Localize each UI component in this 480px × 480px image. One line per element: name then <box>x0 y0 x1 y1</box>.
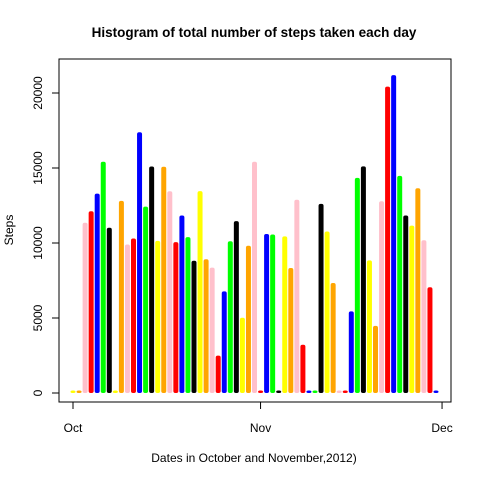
x-axis-label: Dates in October and November,2012) <box>151 451 356 465</box>
bar-2012-11-03 <box>270 234 276 393</box>
bar-2012-11-07 <box>294 199 300 393</box>
bar-2012-11-23 <box>391 75 397 393</box>
bar-2012-10-31 <box>252 161 257 393</box>
bar-2012-11-20 <box>373 325 378 393</box>
bar-2012-10-29 <box>239 317 245 393</box>
bar-2012-10-16 <box>161 166 167 393</box>
bar-2012-11-02 <box>264 234 270 393</box>
bar-2012-11-15 <box>342 390 348 393</box>
bar-2012-10-10 <box>124 244 130 393</box>
bar-2012-10-01 <box>70 390 76 393</box>
y-tick-label: 10000 <box>31 226 45 260</box>
y-tick-label: 5000 <box>31 304 45 331</box>
bar-2012-11-14 <box>336 390 342 393</box>
bar-2012-11-05 <box>282 236 288 393</box>
bar-2012-11-25 <box>403 215 409 393</box>
bar-2012-11-16 <box>348 311 354 393</box>
bar-2012-10-23 <box>203 259 209 393</box>
bar-2012-10-14 <box>149 166 155 393</box>
bar-2012-10-13 <box>143 206 149 393</box>
bar-2012-11-24 <box>397 175 403 393</box>
x-tick-label: Nov <box>250 421 271 435</box>
bar-2012-11-10 <box>312 390 318 393</box>
bar-2012-11-28 <box>421 240 427 393</box>
bar-2012-11-06 <box>288 267 294 393</box>
bar-2012-10-09 <box>118 200 124 393</box>
chart-title: Histogram of total number of steps taken… <box>92 25 417 40</box>
bar-2012-11-21 <box>379 201 385 393</box>
bar-2012-10-02 <box>76 390 82 393</box>
bar-2012-10-15 <box>155 240 161 393</box>
bar-2012-10-08 <box>112 390 118 393</box>
bar-2012-11-19 <box>366 260 372 393</box>
bar-2012-10-18 <box>173 242 179 393</box>
bar-2012-10-19 <box>179 215 185 393</box>
bar-2012-10-06 <box>100 161 106 393</box>
bar-2012-10-26 <box>221 291 227 393</box>
bar-2012-10-11 <box>131 238 136 393</box>
bar-2012-11-17 <box>354 177 360 393</box>
bar-2012-11-30 <box>433 390 439 393</box>
bar-2012-10-04 <box>88 211 94 393</box>
y-tick-label: 0 <box>31 389 45 396</box>
bar-2012-11-04 <box>276 390 282 393</box>
bar-2012-10-28 <box>233 221 239 393</box>
bars-group <box>70 75 439 393</box>
bar-2012-11-27 <box>415 188 421 393</box>
bar-2012-11-29 <box>427 287 433 393</box>
x-axis: Oct Nov Dec <box>64 401 453 435</box>
bar-2012-11-11 <box>318 203 324 393</box>
bar-2012-11-18 <box>360 166 366 393</box>
y-tick-label: 15000 <box>31 151 45 185</box>
y-axis-label: Steps <box>2 215 16 246</box>
bar-2012-11-01 <box>258 390 264 393</box>
bar-2012-10-24 <box>209 267 215 393</box>
x-tick-label: Oct <box>64 421 83 435</box>
x-tick-label: Dec <box>431 421 452 435</box>
bar-2012-11-12 <box>324 231 330 393</box>
bar-2012-10-03 <box>82 222 88 393</box>
y-axis: 0 5000 10000 15000 20000 <box>31 76 60 396</box>
bar-2012-10-27 <box>227 241 233 393</box>
bar-2012-10-17 <box>167 191 173 393</box>
bar-2012-10-07 <box>106 227 112 393</box>
bar-2012-10-20 <box>185 237 191 393</box>
bar-2012-11-22 <box>385 86 391 393</box>
bar-2012-11-08 <box>300 344 306 393</box>
bar-2012-11-26 <box>409 225 415 393</box>
bar-2012-11-09 <box>306 390 312 393</box>
bar-2012-10-25 <box>215 355 221 393</box>
y-tick-label: 20000 <box>31 76 45 110</box>
bar-2012-10-21 <box>191 260 197 393</box>
bar-2012-10-12 <box>137 132 143 393</box>
bar-2012-10-30 <box>245 245 251 393</box>
bar-2012-11-13 <box>330 282 336 393</box>
bar-2012-10-22 <box>197 191 203 393</box>
bar-2012-10-05 <box>94 193 100 393</box>
